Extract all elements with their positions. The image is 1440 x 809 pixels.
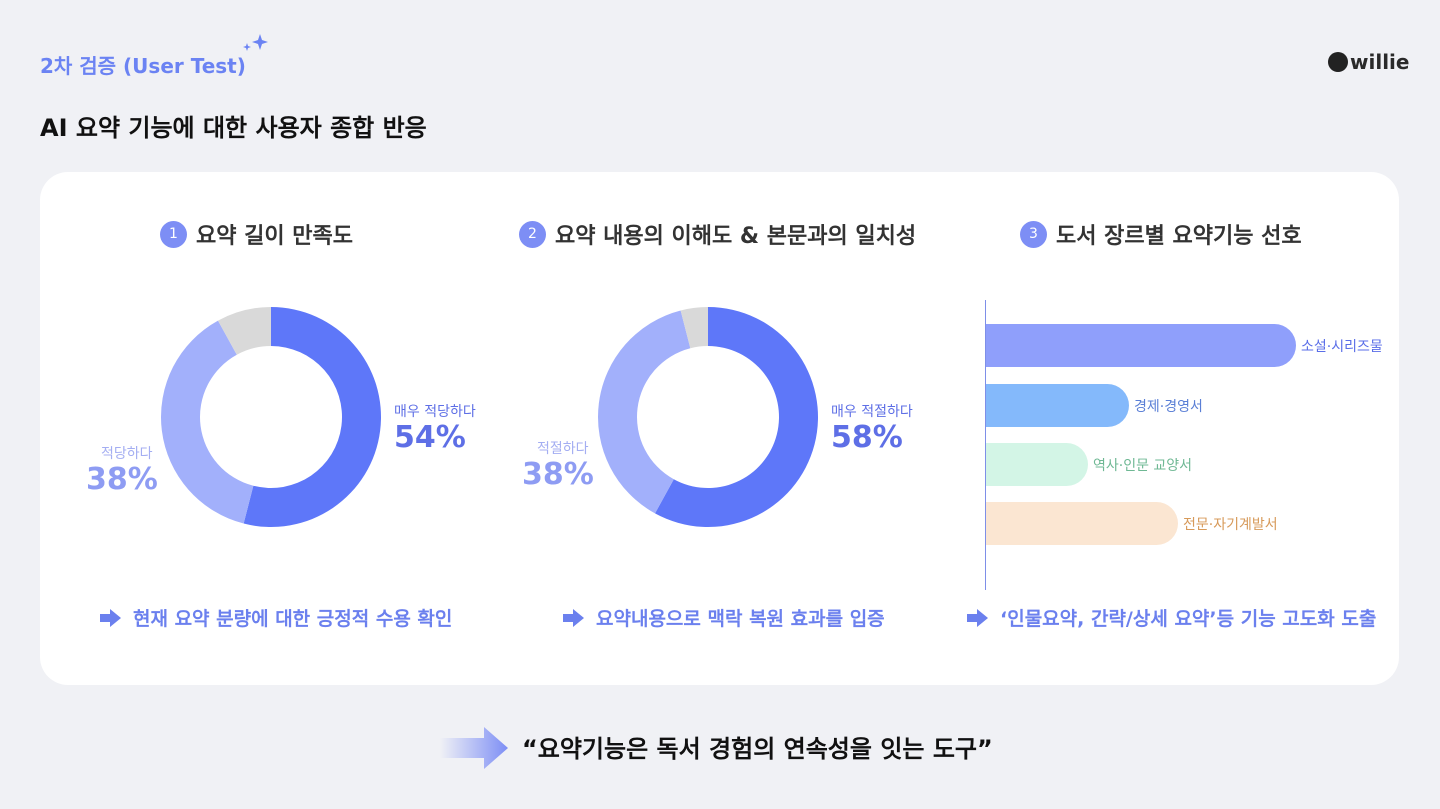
section-title: 요약 내용의 이해도 & 본문과의 일치성 (555, 224, 917, 249)
section-heading-2: 2 요약 내용의 이해도 & 본문과의 일치성 (519, 218, 916, 250)
conclusion-text: 요약내용으로 맥락 복원 효과를 입증 (596, 608, 885, 630)
donut-slice (655, 307, 818, 527)
genre-bar-label: 경제·경영서 (1134, 399, 1203, 415)
gradient-arrow-icon (440, 727, 508, 769)
arrow-right-icon (563, 608, 584, 627)
arrow-right-icon (967, 608, 988, 627)
section-number-badge: 3 (1020, 220, 1047, 248)
summary-quote: “요약기능은 독서 경험의 연속성을 잇는 도구” (522, 735, 993, 763)
logo-mark-icon (1328, 52, 1348, 72)
slice-label: 매우 적당하다 (394, 404, 476, 420)
donut-slice (218, 307, 271, 355)
section-number-badge: 2 (519, 220, 546, 248)
donut-slice (243, 307, 382, 527)
brand-logo: willie (1328, 50, 1409, 74)
genre-bar (986, 384, 1129, 427)
conclusion-1: 현재 요약 분량에 대한 긍정적 수용 확인 (100, 604, 452, 631)
genre-bar (986, 324, 1296, 367)
bar-chart-axis (985, 300, 986, 590)
section-title: 도서 장르별 요약기능 선호 (1056, 224, 1302, 249)
slice-value: 38% (522, 457, 594, 492)
sparkle-icon (243, 34, 268, 51)
genre-bar (986, 443, 1088, 486)
genre-bar-label: 전문·자기계발서 (1183, 517, 1278, 533)
section-heading-1: 1 요약 길이 만족도 (160, 218, 353, 250)
donut-chart-length (161, 307, 382, 527)
page-tag: 2차 검증 (User Test) (40, 54, 246, 78)
genre-bar (986, 502, 1178, 545)
content-card (40, 172, 1399, 685)
genre-bar-label: 소설·시리즈물 (1301, 339, 1383, 355)
logo-text: willie (1350, 50, 1410, 74)
slice-value: 54% (394, 420, 466, 455)
page-title: AI 요약 기능에 대한 사용자 종합 반응 (40, 114, 427, 142)
conclusion-text: 현재 요약 분량에 대한 긍정적 수용 확인 (133, 608, 453, 630)
slice-label: 적절하다 (537, 441, 589, 457)
section-number-badge: 1 (160, 220, 187, 248)
arrow-right-icon (100, 608, 121, 627)
section-title: 요약 길이 만족도 (196, 224, 353, 249)
conclusion-2: 요약내용으로 맥락 복원 효과를 입증 (563, 604, 885, 631)
donut-slice (161, 320, 254, 524)
conclusion-3: ‘인물요약, 간략/상세 요약’등 기능 고도화 도출 (967, 604, 1376, 631)
donut-slice (680, 307, 708, 349)
slice-label: 매우 적절하다 (831, 404, 913, 420)
conclusion-text: ‘인물요약, 간략/상세 요약’등 기능 고도화 도출 (1000, 608, 1377, 630)
slice-label: 적당하다 (101, 446, 153, 462)
section-heading-3: 3 도서 장르별 요약기능 선호 (1020, 218, 1302, 250)
donut-slice (598, 310, 691, 514)
genre-bar-label: 역사·인문 교양서 (1093, 458, 1193, 474)
slice-value: 58% (831, 420, 903, 455)
slice-value: 38% (86, 462, 158, 497)
donut-chart-comprehension (598, 307, 818, 527)
